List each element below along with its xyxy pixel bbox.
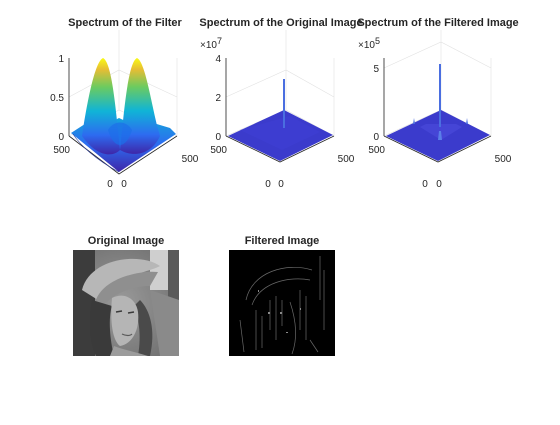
spectrum-spike: [283, 79, 285, 128]
y-tick: 0: [422, 179, 428, 190]
y-tick: 0: [107, 179, 113, 190]
z-tick: 2: [215, 93, 221, 104]
x-tick: 0: [121, 179, 127, 190]
plot-title: Spectrum of the Filter: [68, 17, 182, 29]
plot-filter-spectrum: Spectrum of the Filter 1 0.5 0 500 0 0 5…: [50, 17, 199, 190]
plot-title: Spectrum of the Original Image: [199, 17, 362, 29]
image-title: Original Image: [88, 235, 164, 247]
z-tick: 4: [215, 54, 221, 65]
surface-edge: [72, 133, 120, 173]
side-spike: [413, 118, 415, 124]
z-tick: 0: [215, 132, 221, 143]
floor-edges: [383, 135, 492, 163]
y-tick: 0: [265, 179, 271, 190]
x-tick: 0: [278, 179, 284, 190]
plot-title: Spectrum of the Filtered Image: [357, 17, 518, 29]
y-tick: 500: [210, 145, 227, 156]
spectrum-spike-low: [438, 131, 442, 140]
z-tick: 0: [58, 132, 64, 143]
surface-saddle: [108, 122, 132, 145]
x-tick: 500: [495, 154, 512, 165]
x-tick: 500: [182, 154, 199, 165]
grid-z-mid: [68, 69, 178, 98]
floor-edges: [225, 135, 335, 163]
side-spike: [466, 118, 468, 124]
surface-shade: [240, 116, 320, 150]
z-tick: 1: [58, 54, 64, 65]
image-title: Filtered Image: [245, 235, 320, 247]
original-image: [73, 250, 179, 356]
z-tick: 5: [373, 64, 379, 75]
z-exponent: ×105: [358, 36, 380, 51]
panel-filtered-image: Filtered Image: [229, 235, 335, 356]
z-exponent: ×107: [200, 36, 222, 51]
plot-filtered-spectrum: Spectrum of the Filtered Image ×105 5 0 …: [357, 17, 518, 190]
panel-original-image: Original Image: [73, 235, 179, 356]
spectrum-spike: [439, 64, 441, 127]
y-tick: 500: [53, 145, 70, 156]
x-tick: 0: [436, 179, 442, 190]
y-tick: 500: [368, 145, 385, 156]
x-tick: 500: [338, 154, 355, 165]
filtered-image: [229, 250, 335, 356]
z-tick: 0.5: [50, 93, 64, 104]
z-tick: 0: [373, 132, 379, 143]
plot-original-spectrum: Spectrum of the Original Image ×107 4 2 …: [199, 17, 362, 190]
